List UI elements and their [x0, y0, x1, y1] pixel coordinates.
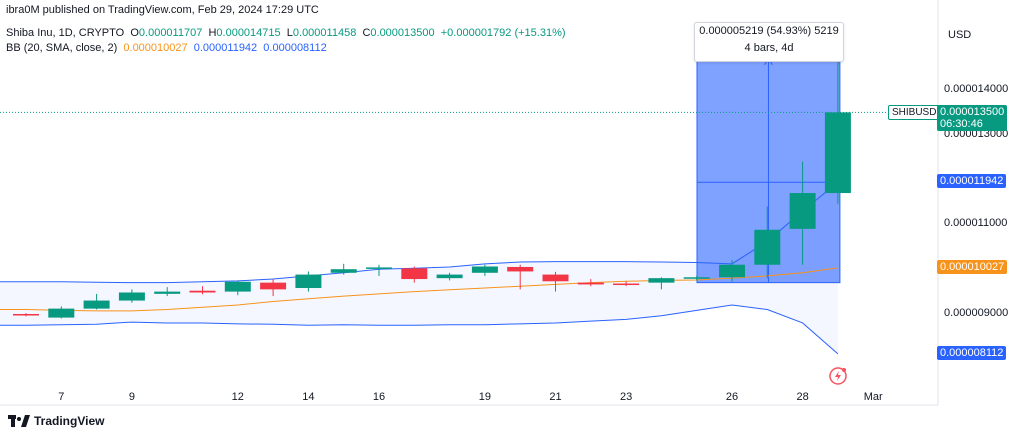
- candle-body[interactable]: [295, 274, 322, 289]
- open-value: 0.000011707: [138, 27, 203, 39]
- x-axis-tick-label: 14: [302, 391, 315, 403]
- candle-body[interactable]: [719, 264, 745, 278]
- candle-body[interactable]: [789, 193, 816, 229]
- change-value: +0.000001792 (+15.31%): [440, 27, 566, 39]
- bb-lower-line: [0, 304, 839, 355]
- high-label: H: [208, 27, 217, 39]
- y-axis-tick-label: 0.000014000: [944, 83, 1009, 95]
- x-axis-tick-label: 28: [796, 391, 809, 403]
- candle-body[interactable]: [436, 274, 463, 279]
- candle-body[interactable]: [260, 282, 287, 290]
- close-value: 0.000013500: [370, 27, 435, 39]
- measure-tooltip: 0.000005219 (54.93%) 5219 4 bars, 4d: [694, 22, 844, 62]
- measure-tooltip-change: 0.000005219 (54.93%) 5219: [699, 25, 839, 37]
- bb-lower-tag: 0.000008112: [937, 345, 1007, 360]
- bb-label[interactable]: BB (20, SMA, close, 2): [6, 42, 118, 54]
- close-label: C: [362, 27, 371, 39]
- candle-body[interactable]: [48, 308, 75, 318]
- candle-body[interactable]: [824, 112, 851, 194]
- candle-body[interactable]: [648, 278, 675, 283]
- open-label: O: [130, 27, 139, 39]
- bb-upper-value: 0.000011942: [193, 42, 258, 54]
- high-value: 0.000014715: [216, 27, 281, 39]
- candle-body[interactable]: [683, 277, 710, 279]
- countdown-value: 06:30:46: [940, 118, 983, 131]
- low-label: L: [286, 27, 293, 39]
- low-value: 0.000011458: [292, 27, 357, 39]
- bb-upper-tag: 0.000011942: [937, 174, 1007, 189]
- candle-body[interactable]: [330, 269, 357, 273]
- ohlc-legend: Shiba Inu, 1D, CRYPTO O0.000011707 H0.00…: [6, 27, 566, 39]
- measure-tooltip-bars: 4 bars, 4d: [744, 42, 794, 54]
- x-axis-tick-label: 16: [372, 391, 386, 403]
- candle-body[interactable]: [507, 266, 534, 272]
- symbol-name[interactable]: Shiba Inu, 1D, CRYPTO: [6, 27, 125, 39]
- currency-label[interactable]: USD: [948, 29, 972, 41]
- candle-body[interactable]: [189, 290, 216, 293]
- candle-body[interactable]: [224, 281, 251, 292]
- candle-body[interactable]: [83, 300, 110, 309]
- candle-body[interactable]: [118, 292, 145, 301]
- x-axis-tick-label: 26: [725, 391, 739, 403]
- x-axis-tick-label: 19: [478, 391, 492, 403]
- bb-band-fill: [0, 182, 838, 354]
- candle-body[interactable]: [13, 314, 39, 316]
- candle-body[interactable]: [613, 283, 640, 286]
- x-axis-tick-label: 23: [619, 391, 633, 403]
- x-axis-tick-label: Mar: [863, 391, 883, 403]
- tradingview-logo[interactable]: TradingView: [8, 414, 104, 428]
- last-price-tag: 0.000013500 06:30:46: [937, 105, 1008, 132]
- brand-name: TradingView: [34, 414, 105, 428]
- candle-body[interactable]: [401, 268, 428, 280]
- bb-basis-value: 0.000010027: [123, 42, 188, 54]
- last-price-value: 0.000013500: [940, 106, 1005, 119]
- bb-basis-tag: 0.000010027: [937, 259, 1008, 274]
- bb-lower-value: 0.000008112: [263, 42, 327, 54]
- candle-body[interactable]: [542, 274, 569, 282]
- bb-legend: BB (20, SMA, close, 2) 0.000010027 0.000…: [6, 42, 327, 54]
- candle-body[interactable]: [154, 291, 181, 294]
- candle-body[interactable]: [754, 229, 781, 265]
- lightning-icon[interactable]: [829, 367, 847, 385]
- candle-body[interactable]: [471, 266, 498, 273]
- tradingview-logo-icon: [8, 415, 30, 427]
- x-axis-tick-label: 7: [58, 391, 65, 403]
- x-axis-tick-label: 21: [549, 391, 562, 403]
- x-axis-tick-label: 12: [231, 391, 244, 403]
- symbol-price-tag: SHIBUSD: [888, 105, 941, 121]
- candle-body[interactable]: [366, 267, 392, 269]
- y-axis-tick-label: 0.000011000: [944, 217, 1008, 230]
- published-info: ibra0M published on TradingView.com, Feb…: [6, 4, 319, 16]
- y-axis-tick-label: 0.000009000: [944, 307, 1009, 319]
- candle-body[interactable]: [577, 282, 604, 285]
- x-axis-tick-label: 9: [128, 391, 135, 403]
